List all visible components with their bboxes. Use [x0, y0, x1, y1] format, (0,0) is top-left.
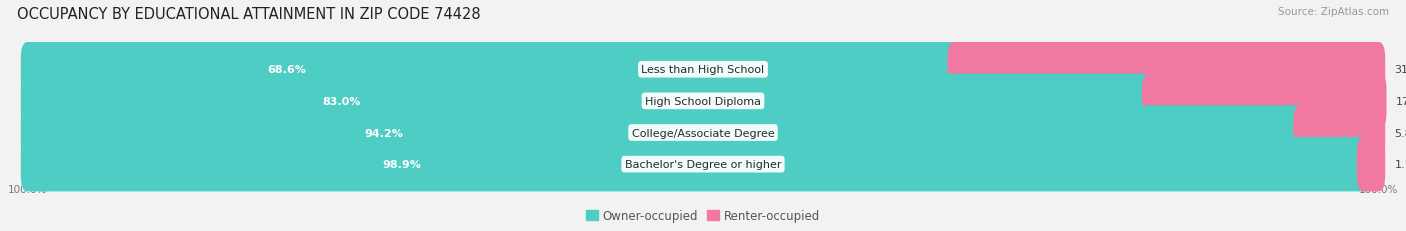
FancyBboxPatch shape	[1142, 74, 1386, 128]
Text: 31.4%: 31.4%	[1395, 65, 1406, 75]
FancyBboxPatch shape	[1294, 106, 1385, 160]
Legend: Owner-occupied, Renter-occupied: Owner-occupied, Renter-occupied	[581, 205, 825, 227]
FancyBboxPatch shape	[21, 106, 1385, 160]
Text: College/Associate Degree: College/Associate Degree	[631, 128, 775, 138]
Text: 98.9%: 98.9%	[382, 159, 420, 169]
FancyBboxPatch shape	[21, 74, 1385, 128]
Text: 5.8%: 5.8%	[1395, 128, 1406, 138]
Text: 68.6%: 68.6%	[267, 65, 307, 75]
Text: Bachelor's Degree or higher: Bachelor's Degree or higher	[624, 159, 782, 169]
Text: 17.1%: 17.1%	[1396, 97, 1406, 106]
FancyBboxPatch shape	[21, 106, 1306, 160]
Text: High School Diploma: High School Diploma	[645, 97, 761, 106]
Text: 94.2%: 94.2%	[364, 128, 404, 138]
FancyBboxPatch shape	[21, 43, 1385, 97]
Text: Less than High School: Less than High School	[641, 65, 765, 75]
FancyBboxPatch shape	[948, 43, 1385, 97]
Text: 83.0%: 83.0%	[322, 97, 361, 106]
FancyBboxPatch shape	[1357, 137, 1385, 191]
Text: OCCUPANCY BY EDUCATIONAL ATTAINMENT IN ZIP CODE 74428: OCCUPANCY BY EDUCATIONAL ATTAINMENT IN Z…	[17, 7, 481, 22]
Text: Source: ZipAtlas.com: Source: ZipAtlas.com	[1278, 7, 1389, 17]
FancyBboxPatch shape	[21, 43, 962, 97]
FancyBboxPatch shape	[21, 137, 1371, 191]
FancyBboxPatch shape	[21, 74, 1156, 128]
Text: 1.1%: 1.1%	[1395, 159, 1406, 169]
FancyBboxPatch shape	[21, 137, 1385, 191]
